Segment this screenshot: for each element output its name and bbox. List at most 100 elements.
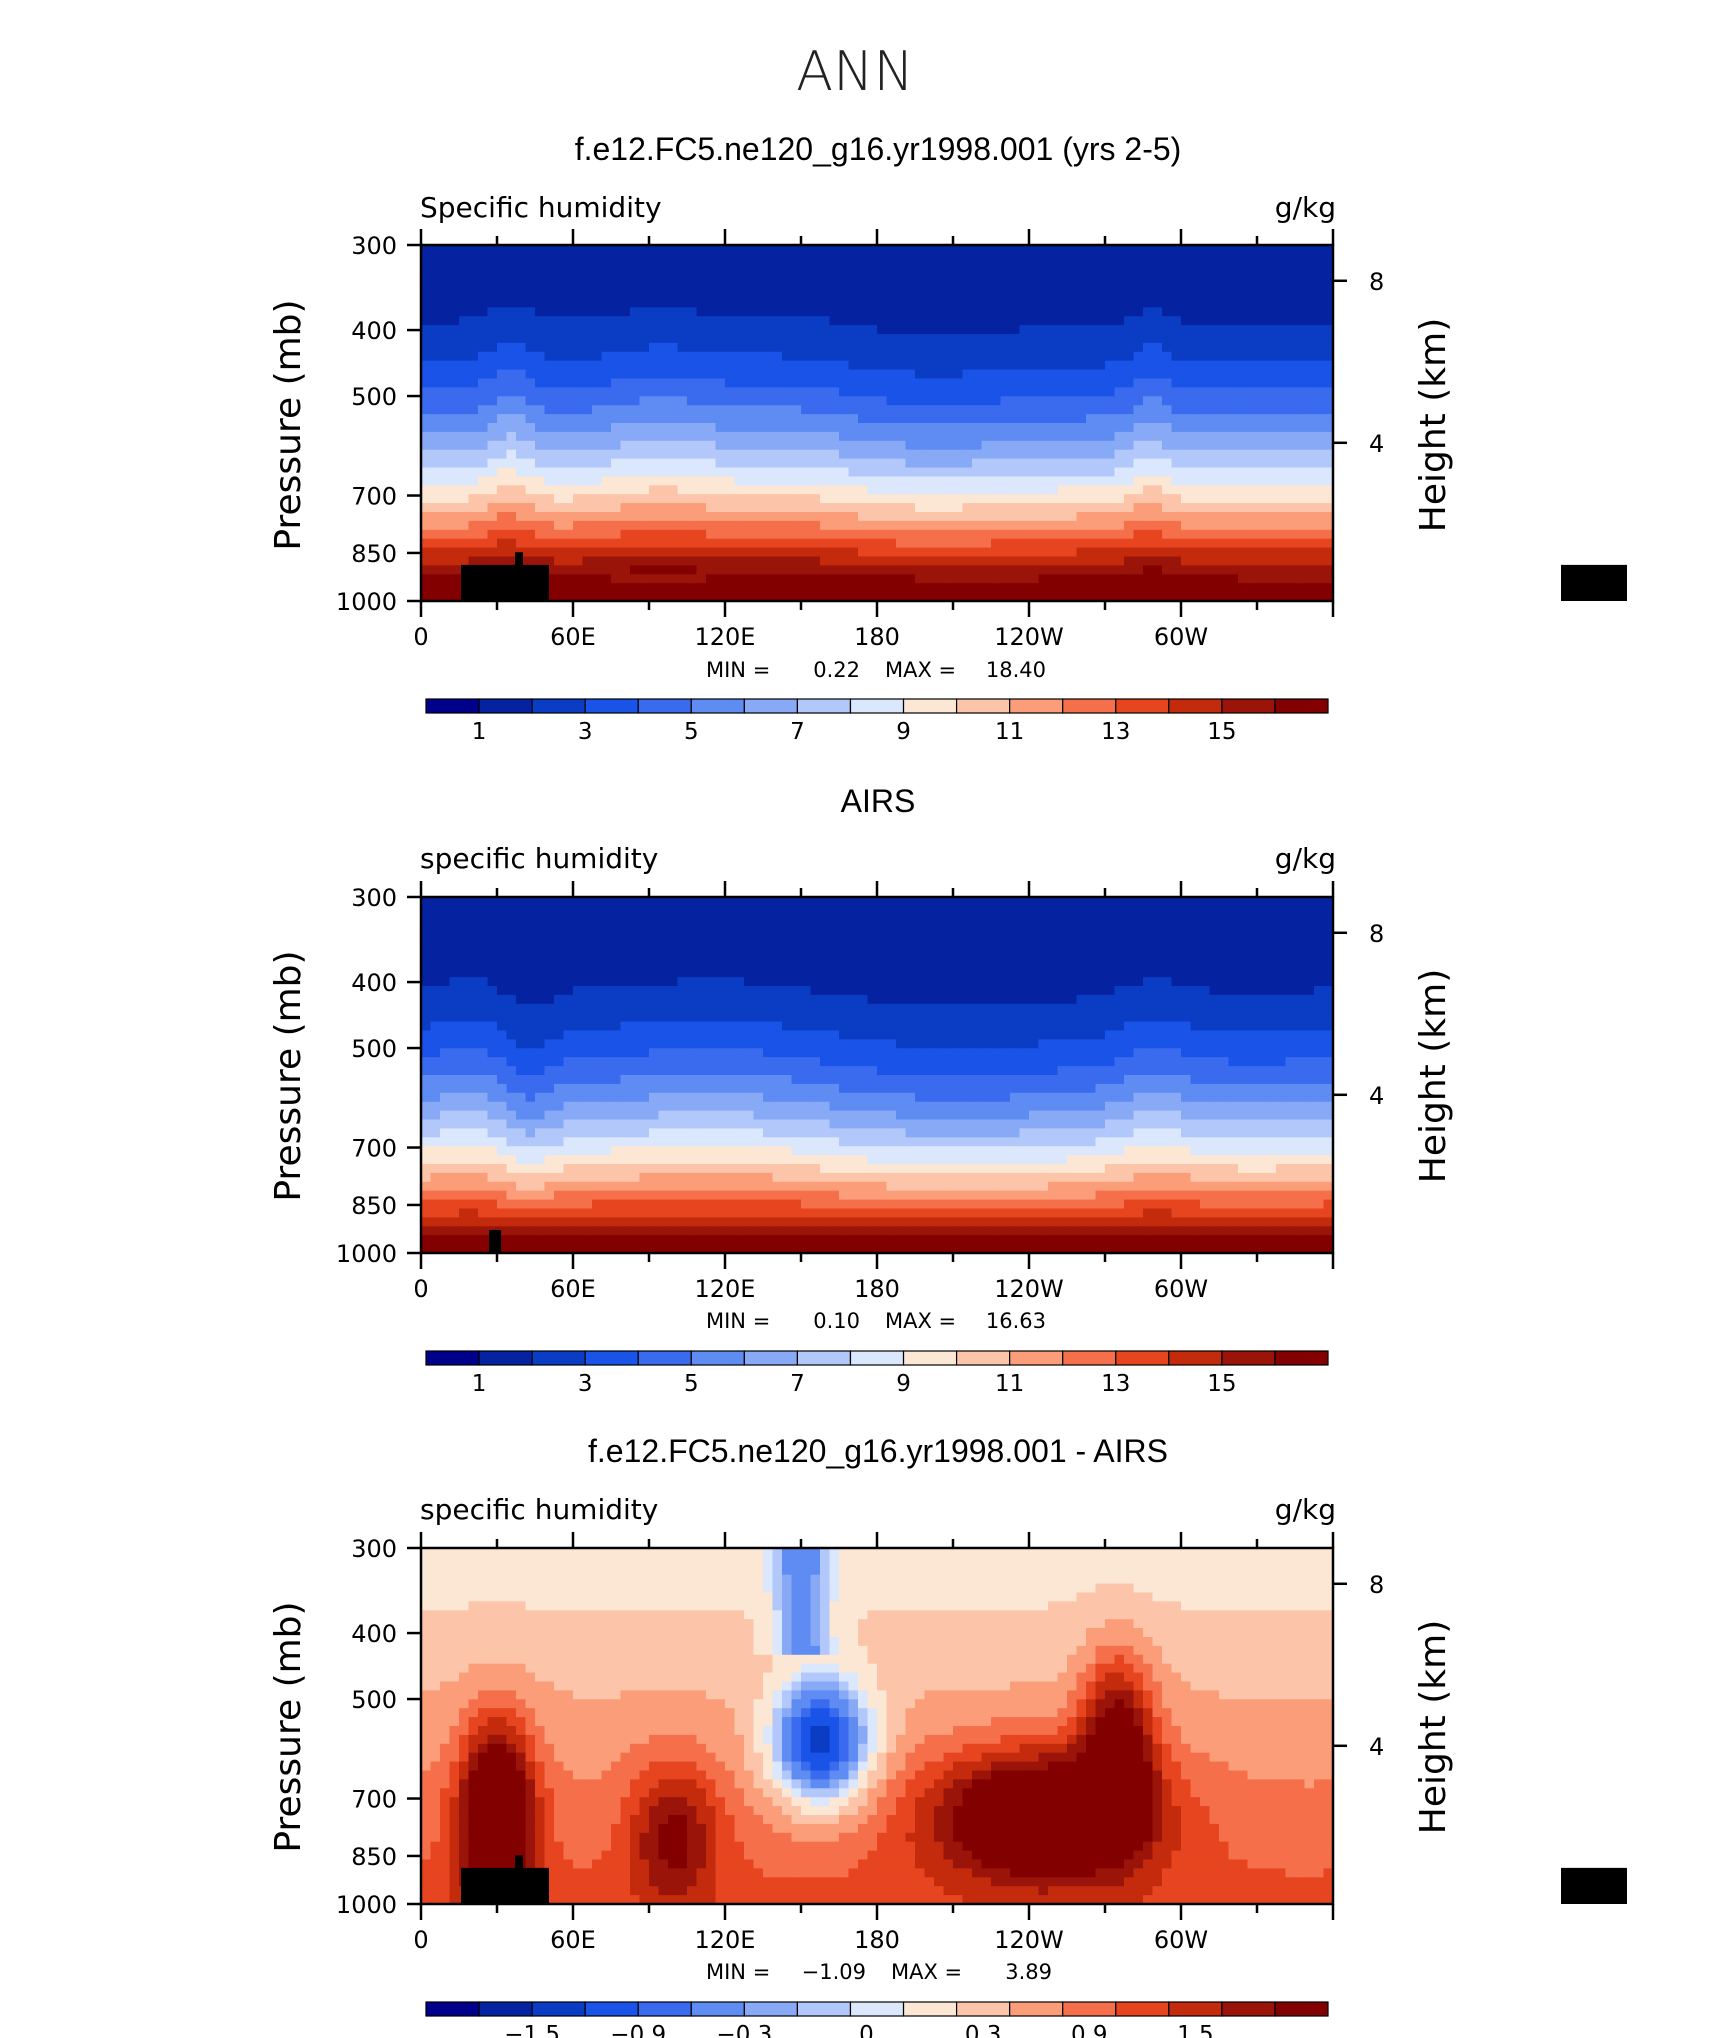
contour-cell	[1162, 423, 1173, 433]
contour-cell	[810, 950, 821, 960]
contour-cell	[839, 923, 850, 934]
contour-cell	[544, 423, 555, 433]
contour-cell	[782, 547, 793, 558]
contour-cell	[1247, 494, 1258, 504]
contour-cell	[1295, 245, 1306, 255]
contour-cell	[687, 467, 698, 477]
contour-cell	[1105, 565, 1116, 575]
contour-cell	[905, 959, 916, 969]
contour-cell	[1000, 494, 1011, 504]
contour-cell	[981, 334, 992, 344]
contour-cell	[440, 378, 451, 388]
contour-cell	[991, 387, 1002, 397]
contour-cell	[449, 529, 460, 540]
contour-cell	[1200, 923, 1211, 934]
contour-cell	[449, 994, 460, 1005]
contour-cell	[1257, 905, 1268, 916]
contour-cell	[525, 905, 536, 916]
contour-cell	[1095, 574, 1106, 584]
contour-cell	[1314, 923, 1325, 934]
contour-cell	[1238, 897, 1249, 907]
contour-cell	[1228, 485, 1239, 495]
contour-cell	[449, 905, 460, 916]
contour-cell	[1010, 351, 1021, 362]
contour-cell	[715, 476, 726, 486]
contour-cell	[981, 556, 992, 566]
contour-cell	[449, 289, 460, 299]
contour-cell	[639, 351, 650, 362]
contour-cell	[478, 360, 489, 371]
contour-cell	[544, 547, 555, 558]
contour-cell	[1086, 245, 1097, 255]
contour-cell	[478, 271, 489, 282]
contour-cell	[582, 351, 593, 362]
contour-cell	[943, 325, 954, 335]
contour-cell	[934, 565, 945, 575]
contour-cell	[573, 897, 584, 907]
contour-cell	[1048, 538, 1059, 549]
contour-cell	[744, 253, 755, 264]
contour-cell	[981, 941, 992, 951]
contour-cell	[782, 959, 793, 969]
contour-cell	[459, 476, 470, 486]
contour-cell	[867, 592, 878, 602]
contour-cell	[563, 977, 574, 987]
contour-cell	[1200, 583, 1211, 593]
contour-cell	[1124, 485, 1135, 495]
contour-cell	[677, 476, 688, 486]
contour-cell	[421, 538, 432, 549]
contour-cell	[924, 387, 935, 397]
contour-cell	[1323, 449, 1334, 460]
contour-cell	[991, 494, 1002, 504]
contour-cell	[1276, 369, 1287, 380]
contour-cell	[1314, 556, 1325, 566]
contour-cell	[1124, 914, 1135, 925]
contour-cell	[848, 494, 859, 504]
contour-cell	[1181, 262, 1192, 273]
contour-cell	[487, 316, 498, 326]
contour-cell	[1124, 449, 1135, 460]
contour-cell	[1057, 360, 1068, 371]
contour-cell	[772, 512, 783, 522]
contour-cell	[468, 396, 479, 406]
contour-cell	[601, 414, 612, 424]
contour-cell	[734, 405, 745, 415]
contour-cell	[924, 440, 935, 451]
contour-cell	[1238, 520, 1249, 531]
contour-cell	[829, 905, 840, 916]
contour-cell	[1133, 360, 1144, 371]
contour-cell	[1171, 923, 1182, 934]
contour-cell	[1162, 458, 1173, 469]
contour-cell	[972, 423, 983, 433]
contour-cell	[848, 512, 859, 522]
contour-cell	[972, 334, 983, 344]
contour-cell	[1010, 378, 1021, 388]
contour-cell	[953, 932, 964, 943]
contour-cell	[696, 574, 707, 584]
contour-cell	[943, 449, 954, 460]
contour-cell	[544, 334, 555, 344]
contour-cell	[924, 360, 935, 371]
contour-cell	[1295, 529, 1306, 540]
contour-cell	[772, 547, 783, 558]
contour-cell	[620, 423, 631, 433]
contour-cell	[1095, 289, 1106, 299]
contour-cell	[487, 369, 498, 380]
contour-cell	[858, 977, 869, 987]
contour-cell	[953, 494, 964, 504]
contour-cell	[924, 342, 935, 353]
contour-cell	[924, 431, 935, 442]
contour-cell	[421, 529, 432, 540]
contour-cell	[1038, 387, 1049, 397]
contour-cell	[696, 271, 707, 282]
contour-cell	[1228, 414, 1239, 424]
contour-cell	[1247, 923, 1258, 934]
contour-cell	[1219, 405, 1230, 415]
contour-cell	[592, 289, 603, 299]
contour-cell	[487, 378, 498, 388]
contour-cell	[782, 476, 793, 486]
contour-cell	[1067, 503, 1078, 513]
contour-cell	[1067, 512, 1078, 522]
contour-cell	[1010, 325, 1021, 335]
contour-cell	[858, 378, 869, 388]
